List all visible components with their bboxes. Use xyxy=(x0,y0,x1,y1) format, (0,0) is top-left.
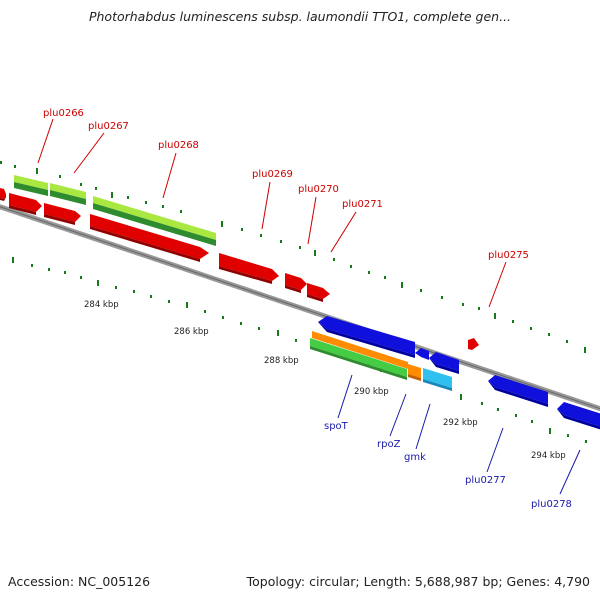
gene-arrow-plu0268[interactable] xyxy=(90,214,209,262)
gene-arrow-plu0271[interactable] xyxy=(307,283,330,302)
gene-arrow-plu0267[interactable] xyxy=(44,203,81,225)
scale-label-288kbp: 288 kbp xyxy=(264,356,299,366)
genome-backbone xyxy=(0,204,600,412)
scale-label-290kbp: 290 kbp xyxy=(354,387,389,397)
feature-bar-orange-spot[interactable] xyxy=(312,331,408,369)
scale-label-286kbp: 286 kbp xyxy=(174,327,209,337)
gene-label-plu0268[interactable]: plu0268 xyxy=(158,140,199,151)
accession-text: Accession: NC_005126 xyxy=(8,574,151,589)
gene-label-rpoZ[interactable]: rpoZ xyxy=(377,439,401,450)
gene-arrow-plu0270[interactable] xyxy=(285,273,307,293)
scale-label-294kbp: 294 kbp xyxy=(531,451,566,461)
gene-label-plu0275[interactable]: plu0275 xyxy=(488,250,529,261)
gene-label-plu0266[interactable]: plu0266 xyxy=(43,108,84,119)
gene-arrow-spoT[interactable] xyxy=(318,316,415,358)
genome-summary-text: Topology: circular; Length: 5,688,987 bp… xyxy=(246,574,590,589)
gene-label-plu0278[interactable]: plu0278 xyxy=(531,499,572,510)
feature-bar-orange-rpoz[interactable] xyxy=(408,364,421,381)
gene-label-gmk[interactable]: gmk xyxy=(404,452,426,463)
gene-label-plu0267[interactable]: plu0267 xyxy=(88,121,129,132)
gene-arrow-rpoZ[interactable] xyxy=(415,348,429,360)
feature-bar-green-spot[interactable] xyxy=(310,338,407,380)
gene-arrow-gmk[interactable] xyxy=(429,352,459,374)
gene-label-plu0271[interactable]: plu0271 xyxy=(342,199,383,210)
gene-arrow-plu0266[interactable] xyxy=(9,193,42,215)
scale-label-284kbp: 284 kbp xyxy=(84,300,119,310)
label-leader-lines xyxy=(37,118,581,495)
feature-bar-green-2[interactable] xyxy=(50,183,86,205)
tick-marks-upper xyxy=(0,161,586,353)
feature-bar-green-3[interactable] xyxy=(93,196,216,246)
gene-label-plu0269[interactable]: plu0269 xyxy=(252,169,293,180)
scale-label-292kbp: 292 kbp xyxy=(443,418,478,428)
gene-arrow-plu0277[interactable] xyxy=(488,375,548,407)
gene-arrow-plu0275[interactable] xyxy=(468,338,479,350)
gene-arrow-red-0[interactable] xyxy=(0,187,6,201)
feature-bar-cyan-gmk[interactable] xyxy=(423,368,452,391)
map-title: Photorhabdus luminescens subsp. laumondi… xyxy=(88,9,512,24)
gene-arrow-plu0269[interactable] xyxy=(219,253,279,284)
gene-label-plu0277[interactable]: plu0277 xyxy=(465,475,506,486)
gene-arrow-plu0278[interactable] xyxy=(557,402,600,431)
gene-label-plu0270[interactable]: plu0270 xyxy=(298,184,339,195)
feature-bar-green-1[interactable] xyxy=(14,175,48,196)
gene-label-spoT[interactable]: spoT xyxy=(324,421,349,432)
